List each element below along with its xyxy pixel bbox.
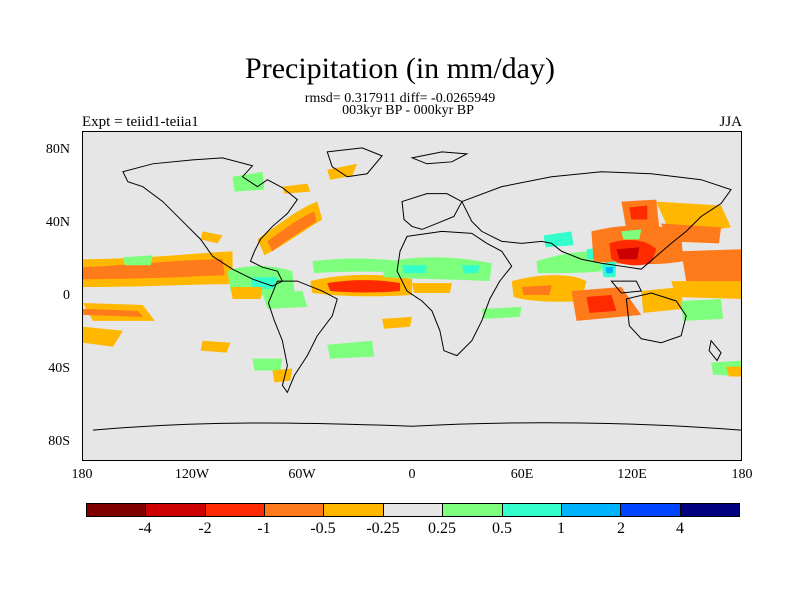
anomaly-patch xyxy=(621,229,642,240)
anomaly-patch xyxy=(327,280,401,293)
anomaly-patch xyxy=(586,295,617,313)
anomaly-patch xyxy=(629,205,648,220)
anomaly-patch xyxy=(481,306,522,319)
anomaly-patch xyxy=(382,257,492,282)
colorbar-label: -0.5 xyxy=(310,520,336,537)
x-tick-0: 0 xyxy=(408,467,416,482)
anomaly-patch xyxy=(282,183,311,194)
colorbar-box xyxy=(443,504,503,516)
anomaly-patch xyxy=(200,340,231,353)
anomaly-patch xyxy=(83,259,225,280)
anomaly-patch xyxy=(536,251,602,274)
colorbar-box xyxy=(87,504,147,516)
colorbar-box xyxy=(680,504,739,516)
y-tick-40n: 40N xyxy=(45,215,70,230)
x-tick-60e: 60E xyxy=(510,467,534,482)
colorbar-label: 0.5 xyxy=(492,520,512,537)
anomaly-patch xyxy=(327,163,358,180)
season-label: JJA xyxy=(719,114,742,130)
anomaly-patch xyxy=(327,340,375,359)
anomaly-patch xyxy=(461,265,480,274)
anomaly-patch xyxy=(200,231,223,244)
colorbar-label: -2 xyxy=(198,520,212,537)
anomaly-patch xyxy=(412,283,452,294)
coastlines xyxy=(92,147,741,431)
anomaly-patch xyxy=(230,287,263,299)
x-tick-120w: 120W xyxy=(174,467,210,482)
colorbar-box xyxy=(146,504,206,516)
colorbar-label: -4 xyxy=(138,520,152,537)
colorbar-label: -0.25 xyxy=(366,520,400,537)
anomaly-patch xyxy=(382,316,412,329)
anomaly-patch xyxy=(543,231,574,248)
anomaly-patch xyxy=(681,249,741,284)
colorbar-label: 4 xyxy=(676,520,684,537)
x-tick-120e: 120E xyxy=(617,467,647,482)
anomaly-patch xyxy=(661,223,722,244)
colorbar-label: 0.25 xyxy=(428,520,456,537)
anomaly-patch xyxy=(83,326,123,347)
y-tick-0: 0 xyxy=(63,288,70,303)
anomaly-patch xyxy=(252,358,283,371)
y-tick-40s: 40S xyxy=(48,361,70,376)
anomaly-patch xyxy=(232,171,265,192)
colorbar-label: 1 xyxy=(557,520,565,537)
colorbar-box xyxy=(324,504,384,516)
y-tick-80n: 80N xyxy=(45,142,70,157)
period-line: 003kyr BP - 000kyr BP xyxy=(342,103,474,118)
anomaly-patch xyxy=(262,291,308,309)
anomaly-patch xyxy=(122,255,153,266)
colorbar xyxy=(86,503,740,517)
colorbar-box xyxy=(502,504,562,516)
experiment-label: Expt = teiid1-teiia1 xyxy=(82,114,199,130)
anomaly-patch xyxy=(616,247,640,260)
anomaly-patch xyxy=(272,368,293,383)
map-canvas xyxy=(83,147,741,431)
anomaly-patch xyxy=(267,211,317,252)
colorbar-label: 2 xyxy=(617,520,625,537)
colorbar-box xyxy=(265,504,325,516)
anomaly-patch xyxy=(641,287,684,313)
anomaly-patch xyxy=(402,265,427,274)
x-tick-180e: 180 xyxy=(731,467,753,482)
anomaly-patch xyxy=(671,281,741,299)
colorbar-label: -1 xyxy=(257,520,271,537)
anomaly-patch xyxy=(681,298,724,321)
colorbar-box xyxy=(621,504,681,516)
x-tick-60w: 60W xyxy=(288,467,316,482)
rmsd-diff-line: rmsd= 0.317911 diff= -0.0265949 xyxy=(304,91,496,106)
colorbar-box xyxy=(561,504,622,516)
anomaly-patch xyxy=(726,366,741,377)
colorbar-box xyxy=(205,504,266,516)
anomaly-patch xyxy=(521,285,552,296)
anomaly-fields xyxy=(83,163,741,383)
y-tick-80s: 80S xyxy=(48,434,70,449)
colorbar-box xyxy=(383,504,444,516)
precipitation-map xyxy=(82,131,742,461)
plot-title: Precipitation (in mm/day) xyxy=(245,52,555,85)
x-tick-180w: 180 xyxy=(71,467,93,482)
anomaly-patch xyxy=(605,267,614,274)
anomaly-patch xyxy=(83,308,143,317)
